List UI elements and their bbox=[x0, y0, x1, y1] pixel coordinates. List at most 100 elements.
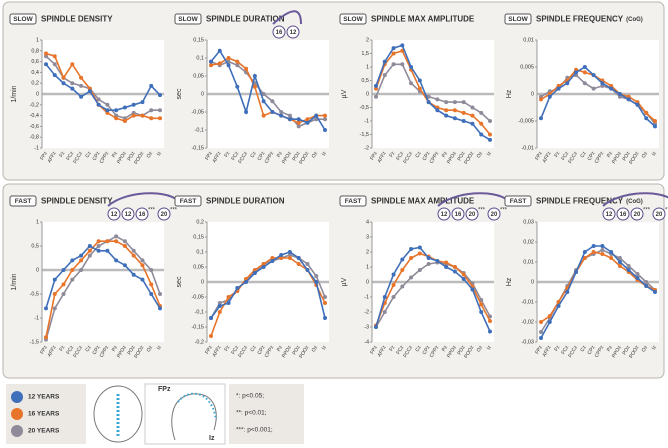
point bbox=[79, 258, 84, 263]
point bbox=[244, 280, 249, 284]
x-tick-label: FCCz bbox=[567, 344, 579, 358]
x-tick-label: AFFz bbox=[541, 344, 552, 358]
point bbox=[131, 272, 136, 277]
point bbox=[391, 46, 396, 51]
point bbox=[582, 70, 587, 75]
x-tick-label: Iz bbox=[651, 150, 658, 157]
point bbox=[244, 66, 249, 71]
badge: 12 bbox=[606, 212, 613, 218]
point bbox=[61, 292, 66, 296]
y-tick-label: -0,01 bbox=[521, 145, 534, 151]
point bbox=[114, 258, 119, 263]
x-tick-label: CPz bbox=[422, 344, 432, 356]
point bbox=[488, 132, 492, 137]
y-tick-label: -0,1 bbox=[195, 309, 204, 315]
x-tick-label: CPz bbox=[257, 344, 267, 356]
point bbox=[644, 284, 649, 288]
point bbox=[287, 256, 292, 260]
point bbox=[96, 97, 101, 102]
speed-tag: SLOW bbox=[178, 16, 198, 23]
point bbox=[539, 320, 543, 324]
badge-arrow bbox=[272, 10, 302, 25]
y-tick-label: 1 bbox=[36, 37, 39, 43]
point bbox=[122, 119, 127, 123]
point bbox=[158, 306, 162, 311]
chart-title: SPINDLE DURATION bbox=[206, 197, 285, 206]
note: *: p<0.05; bbox=[236, 393, 264, 400]
point bbox=[149, 292, 154, 296]
point bbox=[252, 268, 257, 272]
point bbox=[296, 262, 301, 266]
point bbox=[479, 121, 484, 126]
x-tick-label: Pz bbox=[276, 150, 284, 158]
x-tick-label: Fz bbox=[388, 150, 396, 158]
x-tick-label: CPz bbox=[257, 150, 267, 162]
series-line bbox=[45, 240, 161, 338]
point bbox=[296, 117, 301, 122]
point bbox=[52, 54, 57, 59]
x-tick-label: AFFz bbox=[211, 344, 222, 358]
point bbox=[444, 113, 449, 118]
point bbox=[235, 286, 240, 290]
x-tick-label: CPPz bbox=[429, 150, 441, 165]
point bbox=[87, 244, 92, 248]
point bbox=[635, 102, 640, 107]
significance: *** bbox=[148, 208, 156, 214]
x-tick-label: FCCz bbox=[72, 344, 84, 358]
point bbox=[226, 63, 231, 68]
point bbox=[279, 256, 284, 260]
point bbox=[488, 137, 492, 142]
point bbox=[305, 117, 310, 122]
badge: 20 bbox=[161, 212, 168, 218]
point bbox=[79, 94, 84, 99]
x-tick-label: Fz bbox=[223, 150, 231, 158]
y-tick-label: -0,4 bbox=[30, 113, 39, 119]
x-tick-label: CPz bbox=[422, 150, 432, 162]
x-tick-label: CPPz bbox=[264, 344, 276, 359]
point bbox=[539, 116, 543, 121]
point bbox=[444, 260, 449, 265]
x-tick-label: CPz bbox=[587, 344, 597, 356]
point bbox=[488, 119, 492, 123]
x-tick-label: Cz bbox=[414, 150, 423, 159]
badge-circle bbox=[286, 25, 300, 39]
y-tick-label: 1 bbox=[366, 64, 369, 70]
point bbox=[114, 234, 119, 239]
x-tick-label: AFFz bbox=[46, 150, 57, 164]
legend-label: 12 YEARS bbox=[28, 394, 60, 401]
x-tick-label: CPPz bbox=[99, 344, 111, 359]
point bbox=[426, 262, 431, 266]
y-tick-label: -1 bbox=[364, 118, 369, 124]
y-axis-label: 1/min bbox=[11, 85, 18, 102]
y-tick-label: 0,005 bbox=[520, 64, 534, 70]
y-tick-label: 0,5 bbox=[361, 78, 369, 84]
point bbox=[217, 61, 222, 66]
y-tick-label: -0,8 bbox=[30, 135, 39, 141]
y-axis-label: 1/min bbox=[11, 273, 18, 290]
point bbox=[461, 110, 466, 115]
point bbox=[226, 56, 231, 60]
point bbox=[70, 277, 75, 282]
x-tick-label: Iz bbox=[156, 344, 163, 351]
badge-circle bbox=[451, 207, 465, 221]
x-tick-label: Iz bbox=[321, 344, 328, 351]
series-line bbox=[45, 235, 161, 340]
point bbox=[609, 86, 614, 91]
point bbox=[435, 108, 440, 113]
point bbox=[140, 277, 145, 282]
y-tick-label: 0,01 bbox=[523, 259, 534, 265]
x-tick-label: PPOz bbox=[611, 150, 623, 165]
point bbox=[539, 97, 543, 102]
plot-area bbox=[42, 222, 164, 342]
speed-tag-box bbox=[504, 195, 532, 207]
point bbox=[391, 62, 396, 67]
point bbox=[96, 239, 101, 244]
point bbox=[140, 113, 145, 118]
badge: 12 bbox=[441, 212, 448, 218]
y-tick-label: -0,05 bbox=[191, 109, 204, 115]
x-tick-label: Oz bbox=[311, 150, 320, 159]
speed-tag: FAST bbox=[180, 198, 197, 205]
x-tick-label: Iz bbox=[651, 344, 658, 351]
point bbox=[270, 256, 275, 260]
point bbox=[140, 258, 145, 263]
